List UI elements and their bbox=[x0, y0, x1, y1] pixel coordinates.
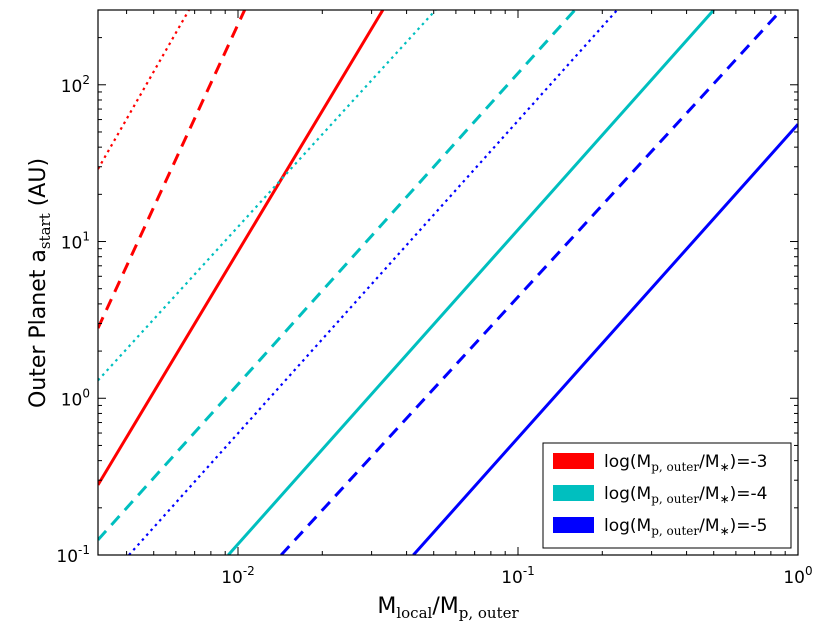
series-line-cyan-solid bbox=[227, 10, 715, 555]
y-axis-label-sub: start bbox=[36, 213, 54, 249]
x-axis-label-sub1: local bbox=[396, 604, 432, 622]
x-tick-label: 100 bbox=[783, 564, 812, 588]
x-axis-label-sub2: p, outer bbox=[459, 604, 520, 622]
series-line-blue-dotted bbox=[128, 10, 618, 555]
legend-swatch bbox=[553, 485, 594, 501]
legend: log(Mp, outer/M∗)=-3 log(Mp, outer/M∗)=-… bbox=[542, 442, 792, 549]
legend-entry: log(Mp, outer/M∗)=-5 bbox=[553, 516, 767, 538]
legend-entry: log(Mp, outer/M∗)=-4 bbox=[553, 484, 767, 506]
legend-swatch bbox=[553, 453, 594, 469]
y-tick-label: 101 bbox=[61, 230, 90, 254]
y-axis-label-unit: (AU) bbox=[26, 158, 51, 213]
series-layer bbox=[98, 10, 798, 555]
x-tick-label: 10-2 bbox=[221, 564, 255, 588]
ticks-layer: 10-2 10-1 100 10-1 100 101 102 bbox=[56, 9, 813, 588]
y-axis-label-main: Outer Planet a bbox=[26, 249, 51, 408]
legend-label: log(Mp, outer/M∗)=-5 bbox=[604, 516, 767, 538]
legend-label: log(Mp, outer/M∗)=-4 bbox=[604, 484, 767, 506]
series-line-red-dashed bbox=[98, 10, 246, 329]
series-line-red-solid bbox=[98, 10, 385, 486]
series-line-blue-dashed bbox=[280, 10, 783, 555]
y-axis-label: Outer Planet astart (AU) bbox=[26, 158, 54, 408]
series-line-blue-solid bbox=[412, 123, 798, 555]
series-line-cyan-dotted bbox=[98, 10, 437, 382]
y-tick-label: 10-1 bbox=[56, 543, 90, 567]
series-line-red-dotted bbox=[98, 10, 190, 170]
plot-frame bbox=[97, 9, 799, 556]
x-axis-label: Mlocal/Mp, outer bbox=[377, 594, 519, 622]
y-tick-label: 100 bbox=[61, 386, 90, 410]
x-tick-label: 10-1 bbox=[501, 564, 535, 588]
legend-label: log(Mp, outer/M∗)=-3 bbox=[604, 452, 767, 474]
y-tick-label: 102 bbox=[61, 73, 90, 97]
legend-entry: log(Mp, outer/M∗)=-3 bbox=[553, 452, 767, 474]
legend-swatch bbox=[553, 517, 594, 533]
x-axis-label-main: M bbox=[377, 594, 396, 619]
x-axis-label-mid: /M bbox=[432, 594, 458, 619]
